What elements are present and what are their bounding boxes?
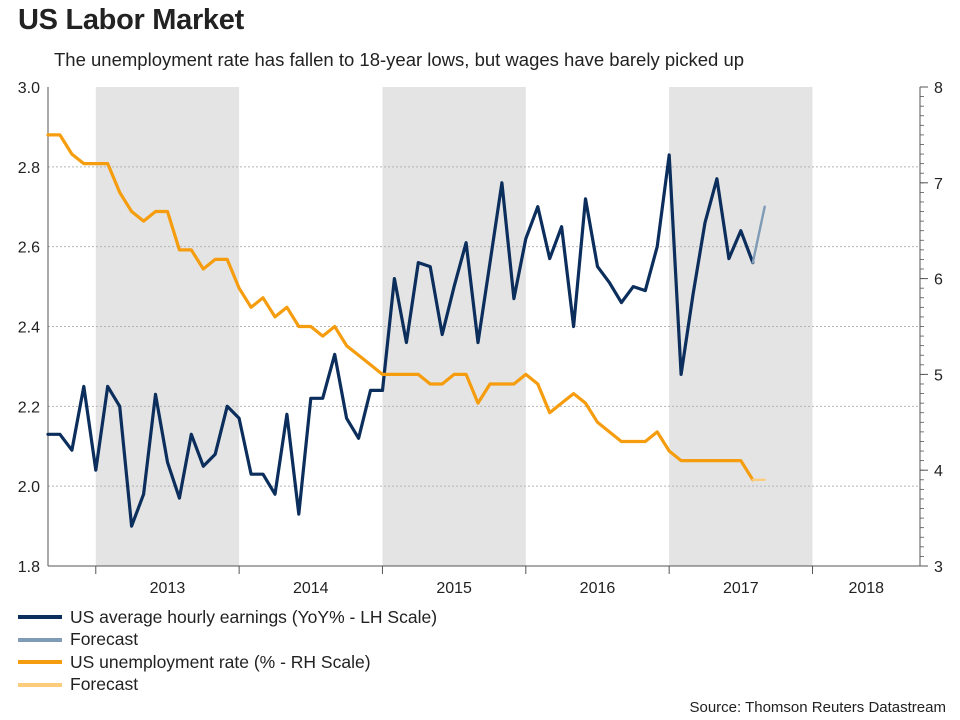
y-left-tick-label: 2.6 (18, 240, 40, 257)
axes (47, 86, 928, 574)
y-right-tick-label: 4 (934, 463, 943, 480)
year-band-2013 (95, 87, 240, 566)
y-left-tick-label: 2.8 (18, 160, 40, 177)
legend: US average hourly earnings (YoY% - LH Sc… (18, 606, 437, 696)
chart-title: US Labor Market (18, 4, 244, 36)
y-right-tick-label: 7 (934, 176, 943, 193)
y-left-tick-label: 1.8 (18, 559, 40, 576)
x-tick-label-2014: 2014 (293, 580, 329, 597)
chart-subtitle: The unemployment rate has fallen to 18-y… (54, 49, 745, 70)
legend-label-unemployment-forecast: Forecast (70, 674, 139, 695)
legend-swatch-unemployment-forecast (18, 682, 62, 687)
legend-item-unemployment: US unemployment rate (% - RH Scale) (18, 651, 437, 674)
x-tick-label-2015: 2015 (436, 580, 472, 597)
series-line-earnings (46, 153, 755, 528)
y-left-tick-label: 3.0 (18, 80, 40, 97)
x-tick-label-2013: 2013 (150, 580, 186, 597)
y-right-tick-label: 5 (934, 367, 943, 384)
series-group (46, 133, 766, 528)
legend-label-earnings-forecast: Forecast (70, 629, 139, 650)
y-right-tick-label: 6 (934, 272, 943, 289)
legend-item-unemployment-forecast: Forecast (18, 674, 437, 697)
y-left-tick-label: 2.4 (18, 320, 40, 337)
x-tick-label-2016: 2016 (580, 580, 616, 597)
legend-item-earnings-forecast: Forecast (18, 629, 437, 652)
series-line-unemployment (46, 133, 755, 482)
legend-label-earnings: US average hourly earnings (YoY% - LH Sc… (70, 606, 438, 627)
x-tick-label-2018: 2018 (848, 580, 884, 597)
source-note: Source: Thomson Reuters Datastream (689, 699, 946, 716)
x-tick-label-2017: 2017 (723, 580, 759, 597)
legend-swatch-earnings (18, 615, 62, 620)
tick-labels: 2013 2014 2015 2016 2017 2018 1.8 2.0 2.2 2.4 2.6 2… (18, 80, 943, 597)
y-right-tick-label: 3 (934, 559, 943, 576)
y-left-tick-label: 2.0 (18, 479, 40, 496)
legend-swatch-earnings-forecast (18, 637, 62, 642)
y-right-tick-label: 8 (934, 80, 943, 97)
gridlines (48, 166, 920, 487)
legend-label-unemployment: US unemployment rate (% - RH Scale) (70, 651, 371, 672)
legend-swatch-unemployment (18, 660, 62, 665)
legend-item-earnings: US average hourly earnings (YoY% - LH Sc… (18, 606, 437, 629)
chart-area: 2013 2014 2015 2016 2017 2018 1.8 2.0 2.2 2.4 2.6 2… (18, 80, 943, 597)
y-left-tick-label: 2.2 (18, 399, 40, 416)
series-line-earnings-forecast (751, 205, 766, 264)
